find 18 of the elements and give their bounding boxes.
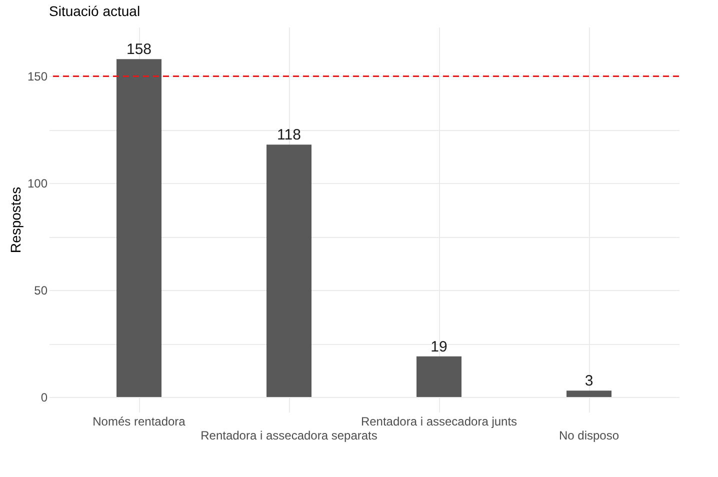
bar bbox=[266, 144, 312, 398]
x-tick-label: Rentadora i assecadora separats bbox=[200, 428, 378, 442]
y-tick-label: 100 bbox=[27, 176, 48, 191]
bar bbox=[566, 390, 612, 398]
data-label: 118 bbox=[277, 126, 301, 144]
x-tick-label: Només rentadora bbox=[92, 414, 186, 428]
y-tick-label: 0 bbox=[40, 390, 48, 405]
y-axis-title: Respostes bbox=[7, 186, 24, 254]
data-label: 158 bbox=[126, 41, 152, 58]
x-tick-label: Rentadora i assecadora junts bbox=[360, 414, 518, 428]
y-tick-label: 150 bbox=[27, 70, 48, 84]
x-tick-label: No disposo bbox=[558, 428, 620, 442]
y-tick-label: 50 bbox=[34, 284, 48, 298]
bar bbox=[416, 356, 462, 398]
chart-title: Situació actual bbox=[49, 3, 140, 19]
data-label: 19 bbox=[430, 338, 448, 356]
data-label: 3 bbox=[584, 372, 594, 390]
bar bbox=[116, 59, 162, 398]
